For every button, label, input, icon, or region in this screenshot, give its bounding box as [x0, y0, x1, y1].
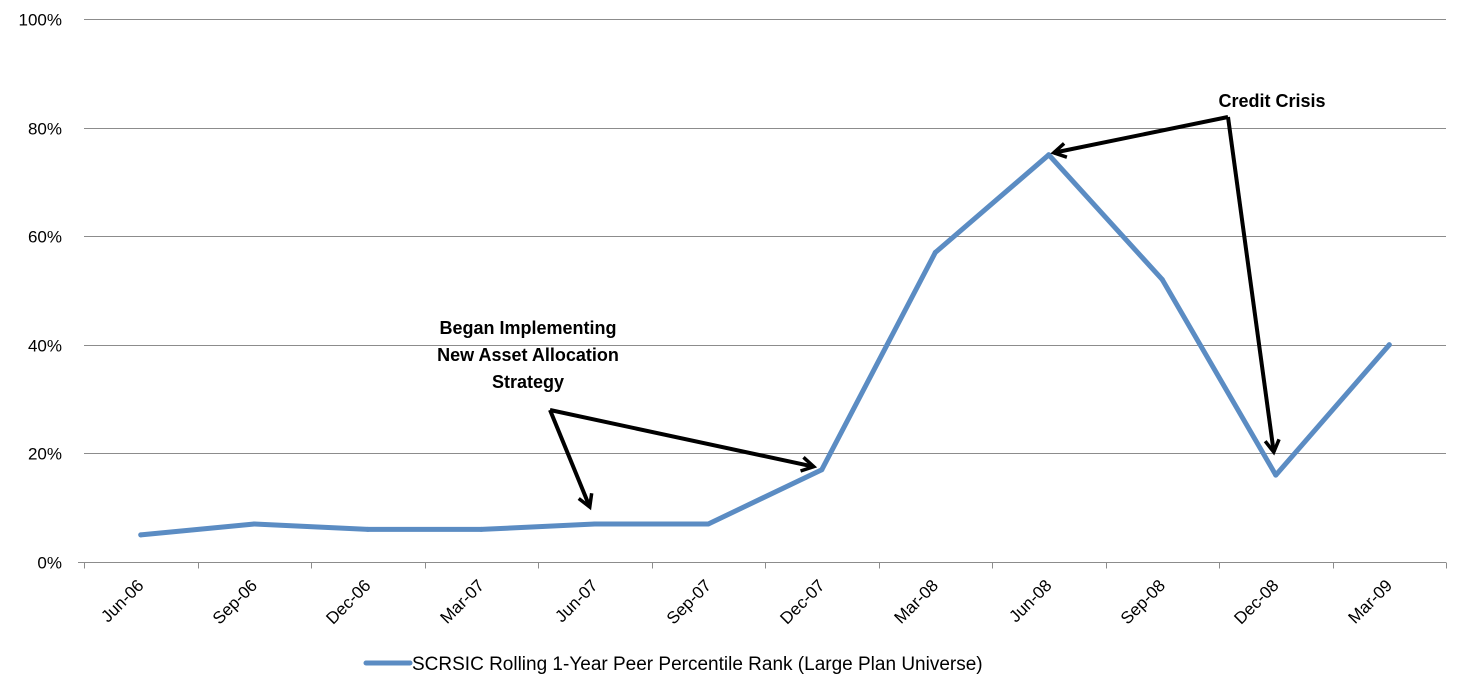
x-tick-label: Dec-07: [776, 576, 828, 628]
annotation-text: Strategy: [492, 372, 564, 392]
x-tick-label: Sep-08: [1117, 576, 1169, 628]
x-tick-label: Mar-08: [891, 576, 943, 628]
annotation-text: Began Implementing: [439, 318, 616, 338]
x-tick-label: Dec-08: [1230, 576, 1282, 628]
data-point: [1159, 277, 1165, 283]
y-tick-label: 80%: [28, 120, 62, 139]
annotation-arrow: [548, 409, 594, 511]
x-tick-label: Dec-06: [322, 576, 374, 628]
data-point: [1273, 472, 1279, 478]
x-tick-label: Jun-08: [1005, 576, 1055, 626]
y-tick-label: 40%: [28, 337, 62, 356]
y-tick-label: 0%: [37, 554, 62, 573]
x-tick-label: Jun-06: [97, 576, 147, 626]
y-tick-label: 60%: [28, 228, 62, 247]
data-point: [478, 526, 484, 532]
x-tick-label: Mar-07: [437, 576, 489, 628]
data-point: [819, 467, 825, 473]
legend-label: SCRSIC Rolling 1-Year Peer Percentile Ra…: [412, 654, 983, 675]
annotation-text: New Asset Allocation: [437, 345, 619, 365]
data-point: [932, 249, 938, 255]
gridlines: [84, 19, 1446, 454]
annotation-arrow: [549, 408, 818, 473]
x-tick-label: Mar-09: [1345, 576, 1397, 628]
annotation-arrow: [1226, 116, 1281, 456]
series-line: [138, 152, 1392, 538]
y-tick-label: 100%: [19, 11, 62, 30]
data-point: [138, 532, 144, 538]
data-point: [1046, 152, 1052, 158]
series-layer: [138, 152, 1392, 538]
data-point: [251, 521, 257, 527]
data-point: [592, 521, 598, 527]
annotation-text: Credit Crisis: [1218, 91, 1325, 111]
annotation-arrow: [1050, 115, 1229, 159]
legend: SCRSIC Rolling 1-Year Peer Percentile Ra…: [363, 654, 983, 675]
x-tick-label: Sep-07: [663, 576, 715, 628]
x-tick-label: Sep-06: [209, 576, 261, 628]
y-tick-label: 20%: [28, 445, 62, 464]
data-point: [1386, 342, 1392, 348]
x-tick-label: Jun-07: [551, 576, 601, 626]
annotations: Began Implementing New Asset Allocation St…: [437, 91, 1326, 511]
data-point: [705, 521, 711, 527]
data-point: [365, 526, 371, 532]
